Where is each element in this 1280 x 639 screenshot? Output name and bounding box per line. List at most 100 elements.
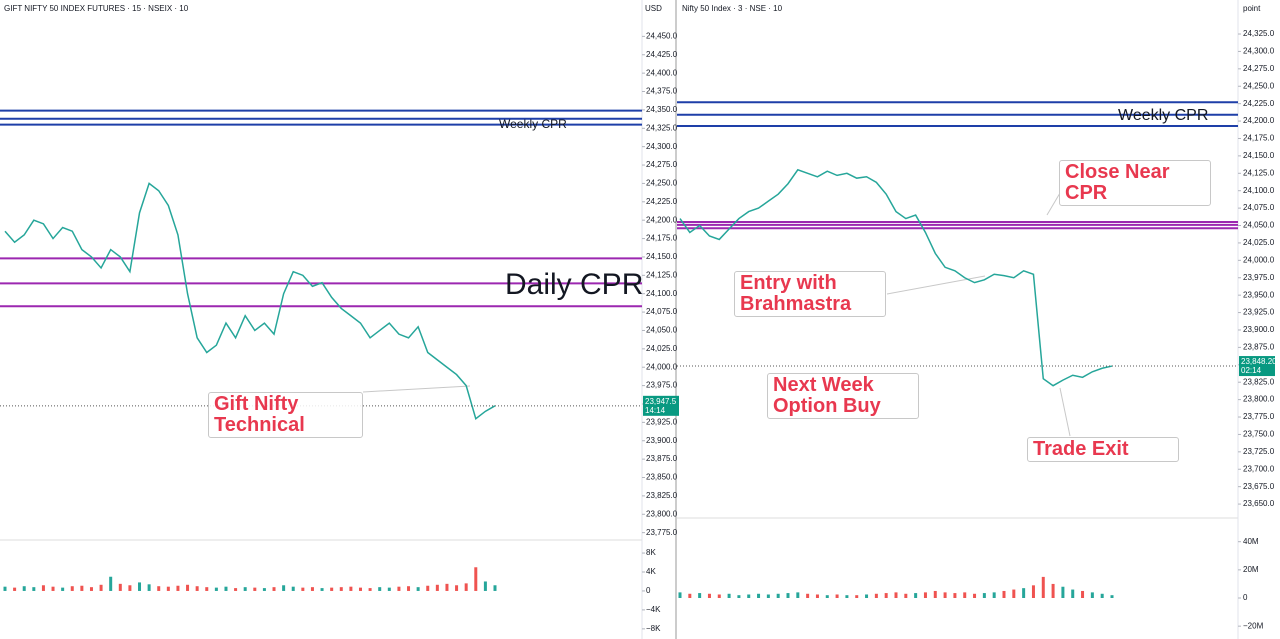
volume-bar	[339, 587, 343, 591]
volume-bar	[815, 594, 819, 598]
y-tick-label: 23,900.0	[1243, 325, 1275, 334]
y-tick-label: 23,650.0	[1243, 499, 1275, 508]
volume-bar	[737, 595, 741, 598]
volume-bar	[1110, 595, 1114, 598]
y-tick-label: 24,025.0	[1243, 238, 1275, 247]
y-tick-label: 23,775.0	[646, 528, 678, 537]
y-tick-label: 24,050.0	[1243, 221, 1275, 230]
left-header: GIFT NIFTY 50 INDEX FUTURES · 15 · NSEIX…	[4, 4, 189, 13]
y-tick-label: 23,775.0	[1243, 412, 1275, 421]
volume-bar	[80, 585, 84, 591]
y-tick-label: 23,700.0	[1243, 464, 1275, 473]
volume-bar	[349, 586, 353, 591]
volume-bar	[214, 587, 218, 591]
volume-bar	[1071, 589, 1075, 598]
unit[interactable]: point	[1243, 4, 1261, 13]
annotation: Next Week Option Buy	[767, 373, 919, 419]
y-tick-label: 24,000.0	[646, 362, 678, 371]
volume-bar	[282, 585, 286, 591]
indicator-count[interactable]: 10	[179, 4, 189, 13]
connectors	[362, 192, 1071, 437]
annotation: Daily CPR	[505, 268, 644, 301]
volume-bar	[89, 587, 93, 591]
volume-bar	[1051, 583, 1055, 598]
volume-tick-label: −4K	[646, 605, 661, 614]
y-tick-label: 24,425.0	[646, 50, 678, 59]
volume-bar	[224, 586, 228, 591]
volume-bar	[320, 588, 324, 591]
volume-bar	[688, 593, 692, 598]
volume-bar	[1041, 576, 1045, 598]
y-tick-label: 24,050.0	[646, 326, 678, 335]
y-tick-label: 24,175.0	[1243, 134, 1275, 143]
y-tick-label: 24,250.0	[646, 179, 678, 188]
volume-bar	[973, 593, 977, 598]
volume-bar	[205, 587, 209, 591]
y-tick-label: 23,825.0	[1243, 377, 1275, 386]
y-tick-label: 24,200.0	[646, 215, 678, 224]
y-tick-label: 23,925.0	[646, 417, 678, 426]
y-tick-label: 23,725.0	[1243, 447, 1275, 456]
volume-bar	[234, 588, 238, 591]
volume-bar	[109, 576, 113, 591]
volume-bar	[483, 581, 487, 591]
volume-bar	[953, 593, 957, 598]
price-line	[4, 182, 496, 420]
volume-bar	[397, 586, 401, 591]
y-tick-label: 24,250.0	[1243, 81, 1275, 90]
volume-bar	[1081, 590, 1085, 598]
volume-bar	[786, 593, 790, 598]
volume-bar	[992, 592, 996, 598]
volume-bar	[455, 585, 459, 591]
volume-bar	[1100, 593, 1104, 598]
volume-bar	[943, 592, 947, 598]
annotation: Weekly CPR	[1118, 107, 1209, 124]
volume-bar	[1002, 590, 1006, 598]
volume-bar	[358, 587, 362, 591]
symbol-title: GIFT NIFTY 50 INDEX FUTURES · 15 · NSEIX	[4, 4, 173, 13]
volume-bar	[118, 583, 122, 591]
volume-tick-label: −20M	[1243, 621, 1264, 630]
unit[interactable]: USD	[645, 4, 662, 13]
y-tick-label: 24,150.0	[1243, 151, 1275, 160]
volume-bar	[1090, 592, 1094, 598]
volume-bar	[310, 587, 314, 591]
volume-bar	[757, 593, 761, 598]
volume-bar	[195, 586, 199, 591]
volume-bar	[474, 567, 478, 591]
volume-bar	[166, 586, 170, 591]
y-tick-label: 24,275.0	[646, 160, 678, 169]
volume-bar	[147, 584, 151, 591]
volume-bar	[3, 586, 7, 591]
volume-bar	[825, 595, 829, 598]
symbol-title: Nifty 50 Index · 3 · NSE	[682, 4, 767, 13]
volume-bar	[272, 587, 276, 591]
volume-bar	[933, 590, 937, 598]
y-tick-label: 24,300.0	[646, 142, 678, 151]
volume-tick-label: 40M	[1243, 537, 1259, 546]
y-tick-label: 23,875.0	[1243, 342, 1275, 351]
y-tick-label: 23,900.0	[646, 436, 678, 445]
y-tick-label: 23,825.0	[646, 491, 678, 500]
volume-bar	[707, 593, 711, 598]
volume-bar	[894, 592, 898, 598]
right-header: Nifty 50 Index · 3 · NSE · 10	[682, 4, 783, 13]
volume-bar	[1031, 585, 1035, 598]
y-tick-label: 24,125.0	[646, 270, 678, 279]
volume-bar	[1022, 588, 1026, 598]
y-tick-label: 24,450.0	[646, 31, 678, 40]
y-tick-label: 24,300.0	[1243, 47, 1275, 56]
annotation: Trade Exit	[1027, 437, 1179, 462]
countdown: 02:14	[1241, 366, 1262, 375]
volume-bar	[99, 584, 103, 591]
y-tick-label: 24,075.0	[646, 307, 678, 316]
volume-bar	[1061, 586, 1065, 598]
volume-bar	[766, 594, 770, 598]
indicator-count[interactable]: 10	[773, 4, 783, 13]
volume-bar	[776, 593, 780, 598]
y-tick-label: 24,075.0	[1243, 203, 1275, 212]
volume-tick-label: 8K	[646, 548, 656, 557]
volume-tick-label: 20M	[1243, 565, 1259, 574]
